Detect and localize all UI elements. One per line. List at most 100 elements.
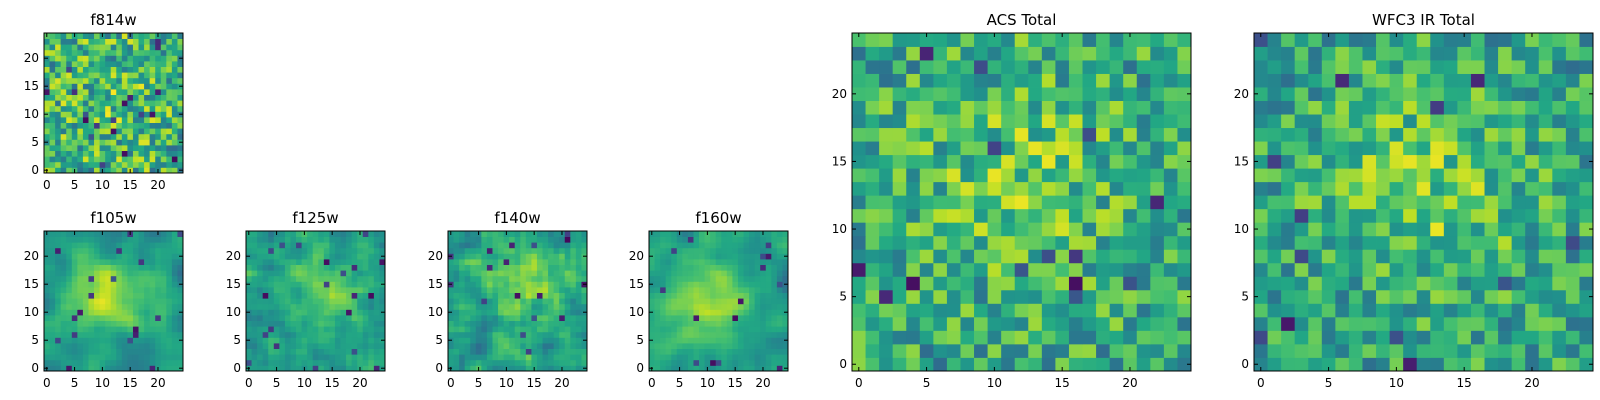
heatmap-cell: [1362, 343, 1377, 358]
heatmap-cell: [94, 66, 100, 73]
heatmap-cell: [1525, 289, 1540, 304]
heatmap-cell: [575, 331, 582, 338]
heatmap-cell: [1082, 249, 1097, 264]
heatmap-cell: [498, 275, 504, 282]
heatmap-cell: [88, 303, 95, 310]
heatmap-cell: [514, 303, 521, 310]
heatmap-cell: [290, 287, 297, 293]
heatmap-cell: [749, 326, 756, 333]
heatmap-cell: [687, 292, 694, 299]
heatmap-cell: [1498, 208, 1513, 223]
heatmap-cell: [531, 315, 538, 321]
heatmap-cell: [144, 167, 151, 174]
heatmap-cell: [665, 270, 672, 277]
heatmap-cell: [121, 150, 128, 157]
heatmap-cell: [1335, 249, 1350, 264]
heatmap-cell: [704, 247, 711, 254]
heatmap-cell: [94, 117, 100, 123]
heatmap-cell: [1068, 87, 1083, 101]
heatmap-cell: [481, 343, 488, 349]
heatmap-cell: [1109, 181, 1124, 196]
heatmap-cell: [1511, 357, 1526, 372]
heatmap-cell: [60, 66, 67, 73]
heatmap-cell: [105, 133, 112, 140]
heatmap-cell: [132, 128, 139, 135]
heatmap-cell: [704, 359, 711, 366]
heatmap-cell: [687, 359, 694, 366]
heatmap-cell: [1281, 222, 1296, 237]
heatmap-cell: [699, 231, 705, 237]
heatmap-cell: [654, 259, 661, 265]
axes-frame: [1253, 32, 1594, 372]
heatmap-cell: [177, 320, 184, 327]
heatmap-cell: [71, 89, 78, 95]
heatmap-cell: [743, 292, 750, 299]
heatmap-cell: [760, 287, 767, 293]
heatmap-cell: [132, 44, 139, 51]
heatmap-cell: [693, 242, 700, 249]
heatmap-cell: [379, 292, 386, 299]
heatmap-cell: [665, 292, 672, 299]
heatmap-cell: [279, 303, 286, 310]
heatmap-cell: [296, 231, 302, 237]
heatmap-cell: [654, 359, 661, 366]
heatmap-cell: [553, 264, 560, 271]
heatmap-cell: [351, 275, 358, 282]
heatmap-cell: [1096, 168, 1111, 183]
heatmap-cell: [251, 242, 258, 249]
heatmap-cell: [649, 303, 655, 310]
heatmap-cell: [94, 105, 100, 112]
heatmap-cell: [82, 303, 89, 310]
heatmap-cell: [503, 320, 510, 327]
heatmap-cell: [665, 343, 672, 349]
heatmap-cell: [160, 242, 167, 249]
heatmap-cell: [1403, 114, 1418, 129]
heatmap-cell: [127, 309, 134, 316]
heatmap-cell: [166, 326, 173, 333]
heatmap-cell: [464, 354, 471, 361]
heatmap-cell: [1001, 46, 1016, 61]
heatmap-cell: [933, 114, 948, 129]
heatmap-cell: [531, 331, 538, 338]
heatmap-cell: [279, 247, 286, 254]
x-tick-label: 0: [43, 376, 51, 390]
heatmap-cell: [743, 242, 750, 249]
heatmap-cell: [699, 264, 705, 271]
heatmap-cell: [732, 326, 739, 333]
heatmap-cell: [492, 343, 499, 349]
heatmap-cell: [852, 195, 866, 210]
heatmap-cell: [307, 331, 314, 338]
heatmap-cell: [1055, 195, 1070, 210]
heatmap-cell: [581, 320, 588, 327]
heatmap-cell: [155, 259, 162, 265]
heatmap-cell: [99, 44, 106, 51]
heatmap-cell: [49, 44, 56, 51]
heatmap-cell: [88, 343, 95, 349]
heatmap-cell: [116, 66, 123, 73]
heatmap-cell: [77, 264, 84, 271]
heatmap-cell: [323, 247, 330, 254]
heatmap-cell: [732, 337, 739, 344]
heatmap-cell: [564, 253, 571, 260]
heatmap-cell: [575, 354, 582, 361]
heatmap-cell: [71, 315, 78, 321]
heatmap-cell: [373, 303, 380, 310]
heatmap-cell: [464, 348, 471, 355]
heatmap-cell: [559, 298, 566, 305]
heatmap-cell: [1177, 249, 1192, 264]
heatmap-cell: [531, 303, 538, 310]
heatmap-cell: [105, 72, 112, 79]
heatmap-cell: [987, 235, 1002, 250]
heatmap-cell: [357, 292, 364, 299]
heatmap-cell: [1457, 114, 1472, 129]
heatmap-cell: [368, 348, 375, 355]
heatmap-cell: [1538, 46, 1553, 61]
heatmap-cell: [257, 242, 264, 249]
heatmap-cell: [531, 343, 538, 349]
heatmap-cell: [475, 281, 482, 288]
heatmap-cell: [1163, 316, 1178, 331]
heatmap-cell: [155, 145, 162, 151]
heatmap-cell: [1348, 276, 1363, 291]
heatmap-cell: [553, 231, 560, 237]
heatmap-cell: [284, 264, 291, 271]
